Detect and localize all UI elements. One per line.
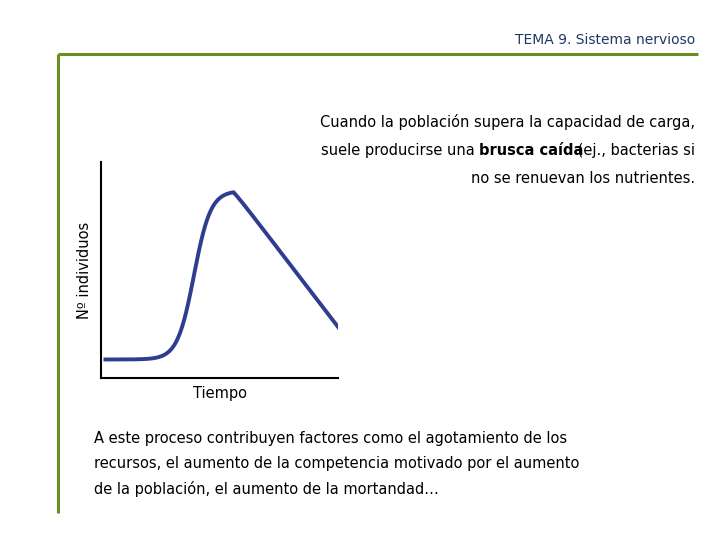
Text: TEMA 9. Sistema nervioso: TEMA 9. Sistema nervioso — [515, 33, 695, 48]
X-axis label: Tiempo: Tiempo — [193, 386, 246, 401]
Text: no se renuevan los nutrientes.: no se renuevan los nutrientes. — [471, 171, 695, 186]
Text: Cuando la población supera la capacidad de carga,: Cuando la población supera la capacidad … — [320, 113, 695, 130]
Text: A este proceso contribuyen factores como el agotamiento de los: A este proceso contribuyen factores como… — [94, 430, 567, 445]
Y-axis label: Nº individuos: Nº individuos — [78, 221, 92, 319]
Text: recursos, el aumento de la competencia motivado por el aumento: recursos, el aumento de la competencia m… — [94, 456, 579, 471]
Text: (ej., bacterias si: (ej., bacterias si — [573, 143, 695, 158]
Text: suele producirse una: suele producirse una — [321, 143, 480, 158]
Text: brusca caída: brusca caída — [480, 143, 584, 158]
Text: de la población, el aumento de la mortandad…: de la población, el aumento de la mortan… — [94, 481, 438, 497]
